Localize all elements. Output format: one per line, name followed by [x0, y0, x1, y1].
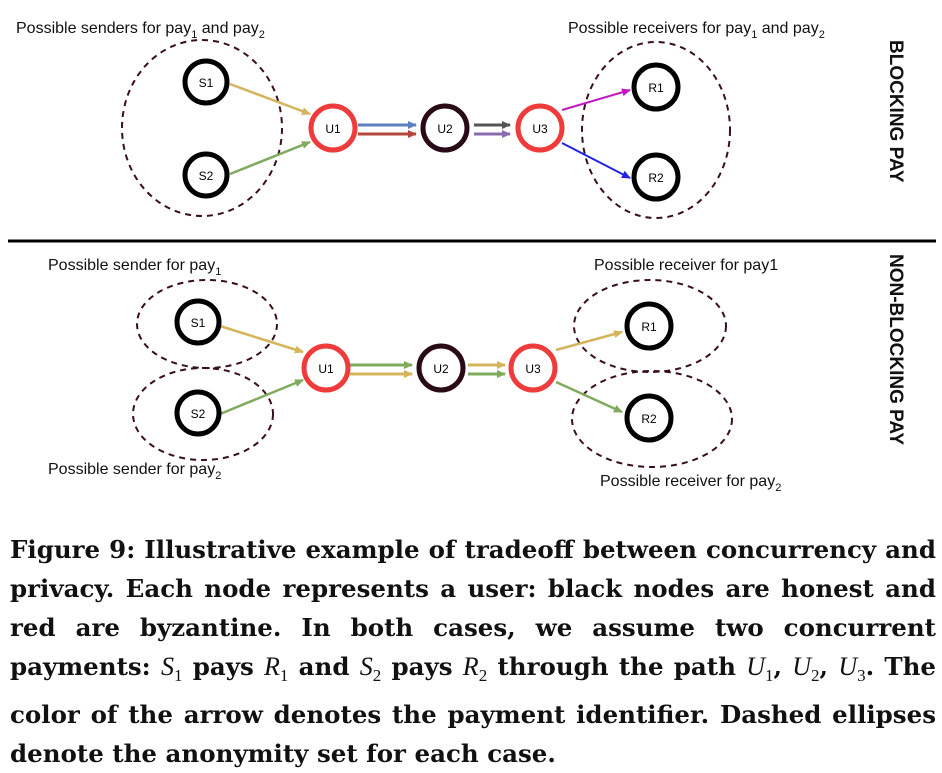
svg-text:U1: U1: [325, 122, 341, 136]
bottom-receiver1-ellipse: [573, 279, 727, 373]
svg-text:R1: R1: [641, 320, 657, 334]
top-node-u3: U3: [515, 103, 565, 153]
caption-comma-1: ,: [773, 652, 793, 681]
bottom-arrow-s2-u1: [219, 378, 304, 416]
svg-text:S2: S2: [191, 407, 206, 421]
top-node-r1: R1: [631, 62, 681, 112]
svg-text:R2: R2: [648, 171, 664, 185]
top-arrow-s2-u1: [229, 140, 311, 176]
top-senders-label: Possible senders for pay1 and pay2: [16, 20, 265, 41]
bottom-sender2-ellipse: [132, 367, 274, 461]
top-node-u2: U2: [420, 103, 470, 153]
caption-label: Figure 9:: [10, 535, 136, 564]
math-u2: U2: [792, 652, 820, 686]
top-node-s2: S2: [182, 151, 230, 199]
caption-text-1: Illustrative example of tradeoff between…: [10, 535, 936, 681]
bottom-receiver2-ellipse: [571, 370, 733, 468]
bottom-sender1-label: Possible sender for pay1: [48, 257, 221, 278]
bottom-sender2-label: Possible sender for pay2: [48, 461, 221, 482]
svg-text:U3: U3: [525, 362, 541, 376]
top-arrow-u3-r1: [561, 88, 631, 111]
svg-text:S2: S2: [199, 169, 214, 183]
math-r1: R1: [264, 652, 289, 686]
math-s1: S1: [160, 652, 183, 686]
svg-text:R1: R1: [648, 81, 664, 95]
bottom-arrow-u3-r2: [555, 380, 623, 414]
bottom-receiver2-label: Possible receiver for pay2: [600, 473, 781, 494]
svg-text:U2: U2: [433, 362, 449, 376]
bottom-node-s1: S1: [174, 298, 222, 346]
bottom-node-r1: R1: [624, 301, 674, 351]
svg-text:U3: U3: [532, 122, 548, 136]
top-node-s1: S1: [182, 58, 230, 106]
caption-and: and: [288, 652, 360, 681]
bottom-node-u2: U2: [416, 343, 466, 393]
bottom-node-r2: R2: [624, 393, 674, 443]
caption-text-2: . The color of the arrow denotes the pay…: [10, 652, 937, 769]
bottom-side-label: NON-BLOCKING PAY: [885, 254, 906, 445]
bottom-node-u1: U1: [301, 343, 351, 393]
svg-text:S1: S1: [199, 76, 214, 90]
svg-text:R2: R2: [641, 412, 657, 426]
math-r2: R2: [462, 652, 488, 686]
bottom-node-s2: S2: [174, 389, 222, 437]
top-receivers-label: Possible receivers for pay1 and pay2: [568, 20, 825, 41]
caption-pays-2: pays: [381, 652, 463, 681]
top-arrow-s1-u1: [229, 82, 311, 116]
top-receivers-ellipse: [581, 41, 731, 219]
bottom-receiver1-label: Possible receiver for pay1: [594, 257, 778, 274]
svg-text:S1: S1: [191, 316, 206, 330]
math-u3: U3: [838, 652, 866, 686]
math-u1: U1: [746, 652, 774, 686]
caption-pays-1: pays: [182, 652, 265, 681]
caption-through: through the path: [487, 652, 747, 681]
svg-text:U2: U2: [437, 122, 453, 136]
figure-caption: Figure 9: Illustrative example of tradeo…: [10, 530, 936, 773]
top-arrow-u3-r2: [561, 142, 631, 179]
top-senders-ellipse: [121, 39, 283, 217]
bottom-arrow-u3-r1: [555, 330, 623, 352]
top-node-u1: U1: [308, 103, 358, 153]
figure-diagram: Possible senders for pay1 and pay2 Possi…: [8, 20, 936, 494]
bottom-arrow-s1-u1: [219, 324, 304, 354]
top-node-r2: R2: [631, 152, 681, 202]
caption-comma-2: ,: [819, 652, 839, 681]
top-side-label: BLOCKING PAY: [885, 40, 906, 183]
bottom-node-u3: U3: [508, 343, 558, 393]
svg-text:U1: U1: [318, 362, 334, 376]
math-s2: S2: [359, 652, 382, 686]
